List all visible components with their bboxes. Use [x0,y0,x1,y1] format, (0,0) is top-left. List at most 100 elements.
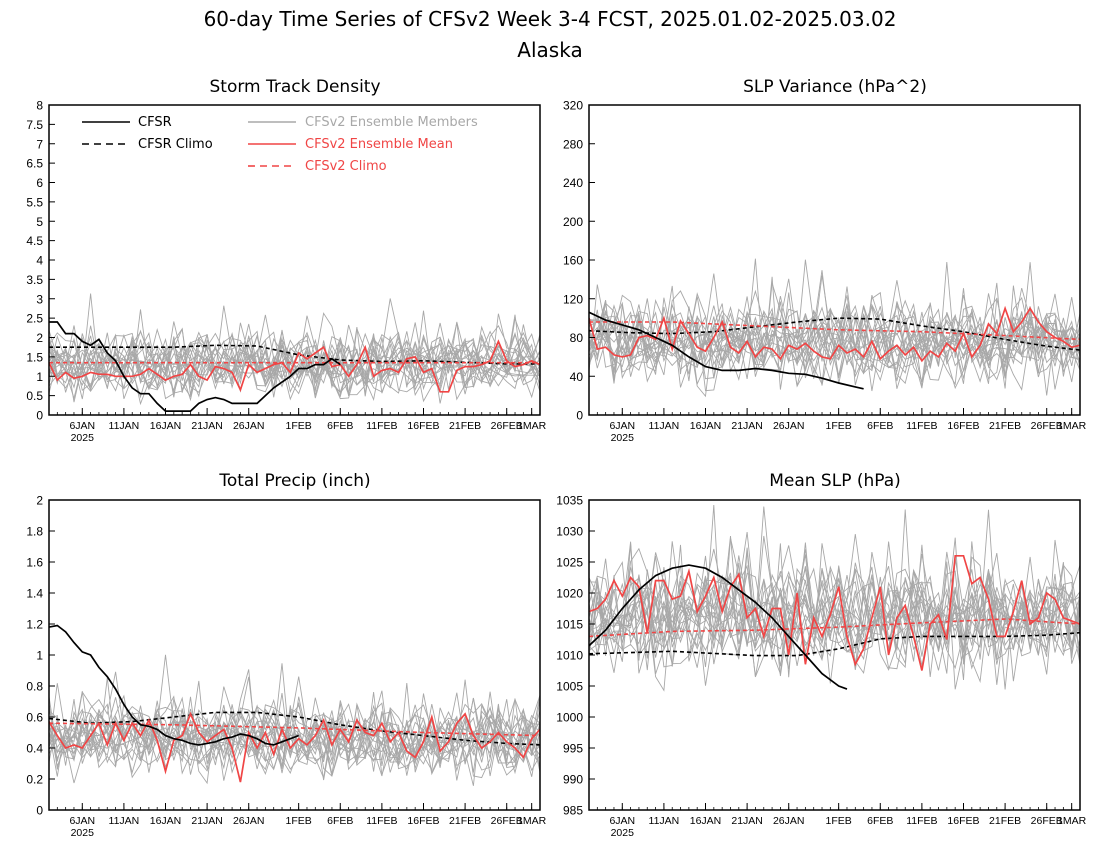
y-tick-label: 1 [36,649,43,663]
y-tick-label: 990 [563,773,583,787]
ensemble-member-line [589,509,1080,674]
y-tick-label: 0 [36,409,43,423]
x-tick-label: 21FEB [449,420,481,432]
x-tick-label: 26FEB [491,815,523,827]
x-tick-label: 1FEB [286,815,312,827]
y-tick-label: 1010 [556,649,583,663]
x-tick-label: 1MAR [517,420,547,432]
x-tick-label: 6JAN [69,420,95,432]
y-tick-label: 7.5 [26,118,43,132]
x-tick-label: 1MAR [1057,420,1087,432]
x-tick-sublabel: 2025 [71,432,95,444]
y-tick-label: 0 [36,804,43,818]
x-tick-label: 6FEB [327,420,353,432]
y-tick-label: 320 [563,99,583,113]
y-tick-label: 0.8 [26,680,43,694]
series-line-cfsr [589,311,864,390]
x-tick-label: 26JAN [773,420,805,432]
ensemble-member-line [49,293,540,404]
x-tick-label: 1FEB [826,420,852,432]
ensemble-member-line [49,314,540,399]
series-line-cfsv2-ensemble-mean [49,339,540,393]
x-tick-label: 11FEB [366,420,397,432]
y-tick-label: 3 [36,292,43,306]
ensemble-member-line [49,321,540,393]
x-tick-label: 6JAN [69,815,95,827]
ensemble-member-line [49,698,540,770]
y-tick-label: 1.6 [26,556,43,570]
figure-region: Alaska [517,38,582,62]
y-tick-label: 1 [36,370,43,384]
x-tick-label: 6FEB [867,420,893,432]
y-tick-label: 240 [563,176,583,190]
x-tick-label: 26JAN [233,815,265,827]
ensemble-member-line [49,322,540,397]
y-tick-label: 995 [563,742,583,756]
ensemble-members [49,293,540,406]
series-line-cfsv2-climo [589,618,1080,638]
x-tick-label: 6FEB [867,815,893,827]
series-line-cfsv2-ensemble-mean [589,554,1080,671]
y-tick-label: 40 [570,370,584,384]
y-tick-label: 2 [36,331,43,345]
x-tick-label: 21JAN [731,420,763,432]
y-tick-label: 2.5 [26,312,43,326]
x-tick-sublabel: 2025 [71,827,95,839]
x-tick-label: 1FEB [286,420,312,432]
ensemble-member-line [49,331,540,401]
x-tick-label: 6JAN [609,815,635,827]
legend-label-cfsr: CFSR [138,115,172,130]
ensemble-member-line [589,506,1080,646]
x-tick-label: 11JAN [649,815,680,827]
x-tick-label: 16FEB [947,420,979,432]
x-tick-label: 26FEB [1031,420,1063,432]
ensemble-member-line [589,552,1080,667]
series-line-cfsv2-ensemble-mean [49,711,540,783]
y-tick-label: 8 [36,99,43,113]
y-tick-label: 0.2 [26,773,43,787]
y-tick-label: 5.5 [26,195,43,209]
x-tick-label: 1FEB [826,815,852,827]
ensemble-member-line [589,304,1080,379]
y-tick-label: 1015 [556,618,583,632]
ensemble-member-line [49,325,540,400]
y-tick-label: 985 [563,804,583,818]
x-tick-label: 1MAR [517,815,547,827]
y-tick-label: 280 [563,137,583,151]
x-tick-sublabel: 2025 [611,432,635,444]
ensemble-members [589,258,1080,398]
y-tick-label: 1000 [556,711,583,725]
y-tick-label: 1030 [556,525,583,539]
x-tick-label: 21JAN [191,815,223,827]
panel-title: Total Precip (inch) [218,471,370,491]
panel-slp-variance: SLP Variance (hPa^2) 0 40 80 120 160 200 240 28… [563,77,1087,444]
y-tick-label: 200 [563,215,583,229]
y-tick-label: 1025 [556,556,583,570]
panel-title: SLP Variance (hPa^2) [743,77,927,97]
x-tick-label: 11FEB [906,815,937,827]
panel-mean-slp: Mean SLP (hPa) 985 990 995 1000 1005 1010 1015… [556,471,1086,839]
y-tick-label: 1035 [556,494,583,508]
ensemble-members [589,504,1080,692]
y-tick-label: 7 [36,137,43,151]
y-tick-label: 1.2 [26,618,43,632]
ensemble-member-line [589,509,1080,690]
panel-title: Mean SLP (hPa) [769,471,901,491]
panel-total-precip: Total Precip (inch) 0 0.2 0.4 0.6 0.8 1 1.2 1.4… [26,471,546,839]
ensemble-member-line [589,541,1080,670]
ensemble-members [49,654,540,786]
x-tick-label: 21FEB [989,420,1021,432]
legend-label-cfsv2-climo: CFSv2 Climo [305,159,387,174]
panel-title: Storm Track Density [209,77,380,97]
x-tick-label: 21JAN [191,420,223,432]
y-tick-label: 5 [36,215,43,229]
x-tick-sublabel: 2025 [611,827,635,839]
ensemble-member-line [49,676,540,775]
legend-label-members: CFSv2 Ensemble Members [305,115,478,130]
y-tick-label: 4.5 [26,234,43,248]
x-tick-label: 16JAN [690,815,722,827]
y-tick-label: 4 [36,254,43,268]
panel-storm-track-density: Storm Track Density 0 0.5 1 1.5 2 2.5 3 3.5 4 4.5… [26,77,546,444]
y-tick-label: 1020 [556,587,583,601]
series-line-cfsv2-climo [49,722,540,737]
